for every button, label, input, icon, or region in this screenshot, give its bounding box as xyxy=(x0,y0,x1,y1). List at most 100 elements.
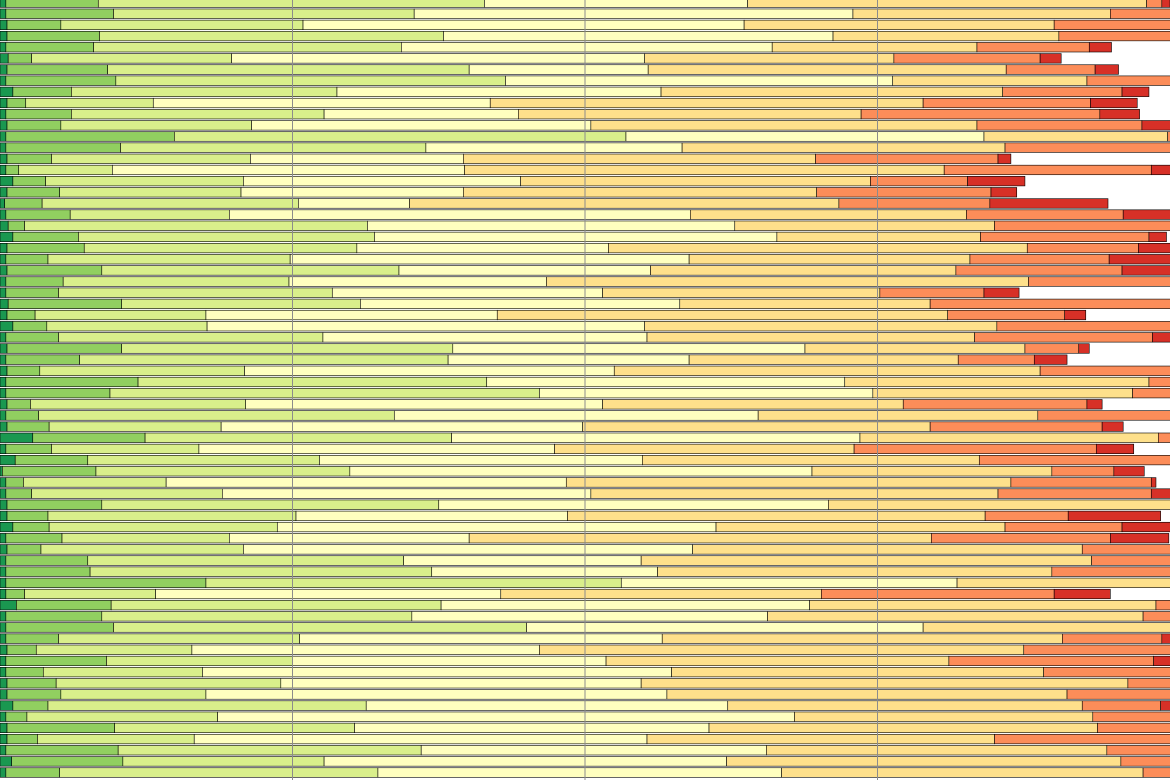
bar-segment-r60-s4 xyxy=(671,667,1044,678)
bar-segment-r15-s5 xyxy=(943,164,1152,176)
bar-segment-r14-s5 xyxy=(815,153,999,164)
bar-segment-r22-s0 xyxy=(0,242,8,254)
bar-segment-r61-s2 xyxy=(55,678,282,689)
bar-segment-r48-s1 xyxy=(5,533,63,544)
bar-segment-r18-s1 xyxy=(4,198,43,209)
bar-segment-r64-s2 xyxy=(26,711,218,722)
bar-segment-r27-s0 xyxy=(0,298,9,309)
bar-segment-r64-s4 xyxy=(794,711,1094,722)
bar-segment-r61-s4 xyxy=(640,678,1129,689)
bar-segment-r58-s3 xyxy=(191,644,540,655)
bar-segment-r13-s4 xyxy=(681,142,1006,153)
bar-segment-r48-s0 xyxy=(0,533,7,544)
bar-segment-r48-s6 xyxy=(1110,533,1170,544)
bar-segment-r55-s1 xyxy=(5,611,103,622)
bar-segment-r31-s5 xyxy=(1024,343,1080,354)
bar-segment-r53-s2 xyxy=(24,588,156,600)
bar-segment-r43-s1 xyxy=(5,477,24,488)
bar-segment-r51-s2 xyxy=(89,566,433,577)
bar-segment-r34-s3 xyxy=(486,376,846,388)
bar-segment-r34-s5 xyxy=(1148,376,1170,388)
bar-segment-r28-s2 xyxy=(34,309,207,321)
bar-segment-r53-s6 xyxy=(1053,588,1111,600)
bar-segment-r31-s6 xyxy=(1078,343,1090,354)
bar-segment-r36-s1 xyxy=(6,399,31,410)
bar-segment-r58-s0 xyxy=(0,644,8,655)
bar-segment-r57-s6 xyxy=(1161,633,1170,644)
bar-segment-r18-s4 xyxy=(409,198,840,209)
bar-segment-r7-s0 xyxy=(0,75,7,86)
bar-segment-r56-s2 xyxy=(113,622,527,633)
bar-segment-r62-s2 xyxy=(60,689,207,700)
bar-segment-r29-s3 xyxy=(206,321,645,332)
bar-segment-r24-s6 xyxy=(1121,265,1170,276)
bar-segment-r26-s3 xyxy=(331,287,603,298)
bar-segment-r67-s3 xyxy=(420,745,767,756)
bar-segment-r39-s4 xyxy=(859,432,1159,443)
bar-segment-r65-s5 xyxy=(1097,722,1170,733)
bar-segment-r1-s5 xyxy=(1110,8,1170,19)
bar-segment-r42-s4 xyxy=(811,466,1053,477)
bar-segment-r25-s0 xyxy=(0,276,7,287)
bar-segment-r0-s0 xyxy=(0,0,7,8)
bar-segment-r36-s6 xyxy=(1086,399,1103,410)
bar-segment-r52-s4 xyxy=(956,577,1170,588)
bar-segment-r13-s2 xyxy=(120,142,427,153)
bar-segment-r0-s6 xyxy=(1161,0,1170,8)
bar-segment-r6-s4 xyxy=(647,64,1007,75)
bar-segment-r25-s5 xyxy=(1028,276,1170,287)
bar-segment-r18-s6 xyxy=(989,198,1109,209)
bar-segment-r65-s0 xyxy=(0,722,8,733)
bar-segment-r37-s0 xyxy=(0,410,7,421)
bar-segment-r44-s2 xyxy=(31,488,223,499)
bar-segment-r2-s0 xyxy=(0,19,8,30)
bar-segment-r35-s2 xyxy=(109,388,540,399)
bar-segment-r10-s3 xyxy=(323,109,519,120)
bar-segment-r6-s5 xyxy=(1005,64,1096,75)
bar-segment-r17-s4 xyxy=(463,187,817,198)
bar-segment-r56-s3 xyxy=(526,622,924,633)
bar-segment-r11-s1 xyxy=(6,120,62,131)
bar-segment-r26-s6 xyxy=(983,287,1020,298)
bar-segment-r44-s6 xyxy=(1150,488,1170,499)
bar-segment-r2-s3 xyxy=(302,19,745,30)
bar-segment-r29-s1 xyxy=(12,321,48,332)
bar-segment-r18-s3 xyxy=(298,198,410,209)
gridlines xyxy=(292,0,878,780)
bar-segment-r16-s2 xyxy=(45,176,244,187)
bar-segment-r11-s3 xyxy=(251,120,592,131)
bar-segment-r30-s2 xyxy=(58,332,324,343)
bar-segment-r28-s1 xyxy=(6,309,36,321)
bar-segment-r5-s5 xyxy=(893,53,1041,64)
bar-segment-r46-s6 xyxy=(1067,510,1161,521)
bar-segment-r40-s6 xyxy=(1095,443,1135,455)
bar-segment-r47-s3 xyxy=(276,521,717,533)
bar-segment-r66-s3 xyxy=(193,733,648,745)
bar-segment-r46-s3 xyxy=(295,510,568,521)
bar-segment-r69-s4 xyxy=(781,767,1144,778)
bar-segment-r62-s3 xyxy=(205,689,668,700)
bar-segment-r29-s0 xyxy=(0,321,14,332)
bar-segment-r57-s2 xyxy=(58,633,300,644)
bar-segment-r57-s4 xyxy=(661,633,1063,644)
bar-segment-r0-s4 xyxy=(747,0,1147,8)
bar-segment-r4-s2 xyxy=(93,42,402,53)
bar-segment-r8-s2 xyxy=(71,86,338,97)
bar-segment-r22-s2 xyxy=(83,242,358,254)
bar-segment-r15-s3 xyxy=(112,164,465,176)
bar-segment-r34-s1 xyxy=(5,376,139,388)
bar-segment-r40-s0 xyxy=(0,443,7,455)
bar-segment-r36-s4 xyxy=(602,399,904,410)
bar-segment-r58-s2 xyxy=(35,644,193,655)
bar-segment-r27-s4 xyxy=(679,298,931,309)
bar-segment-r42-s1 xyxy=(2,466,97,477)
bar-segment-r48-s3 xyxy=(229,533,470,544)
bar-segment-r19-s5 xyxy=(966,209,1124,220)
bar-segment-r0-s2 xyxy=(97,0,485,8)
bar-segment-r25-s4 xyxy=(546,276,1029,287)
bar-segment-r48-s4 xyxy=(468,533,932,544)
bar-segment-r18-s0 xyxy=(0,198,5,209)
bar-segment-r45-s3 xyxy=(438,499,829,510)
bar-segment-r9-s5 xyxy=(922,97,1091,109)
bar-segment-r61-s0 xyxy=(0,678,8,689)
